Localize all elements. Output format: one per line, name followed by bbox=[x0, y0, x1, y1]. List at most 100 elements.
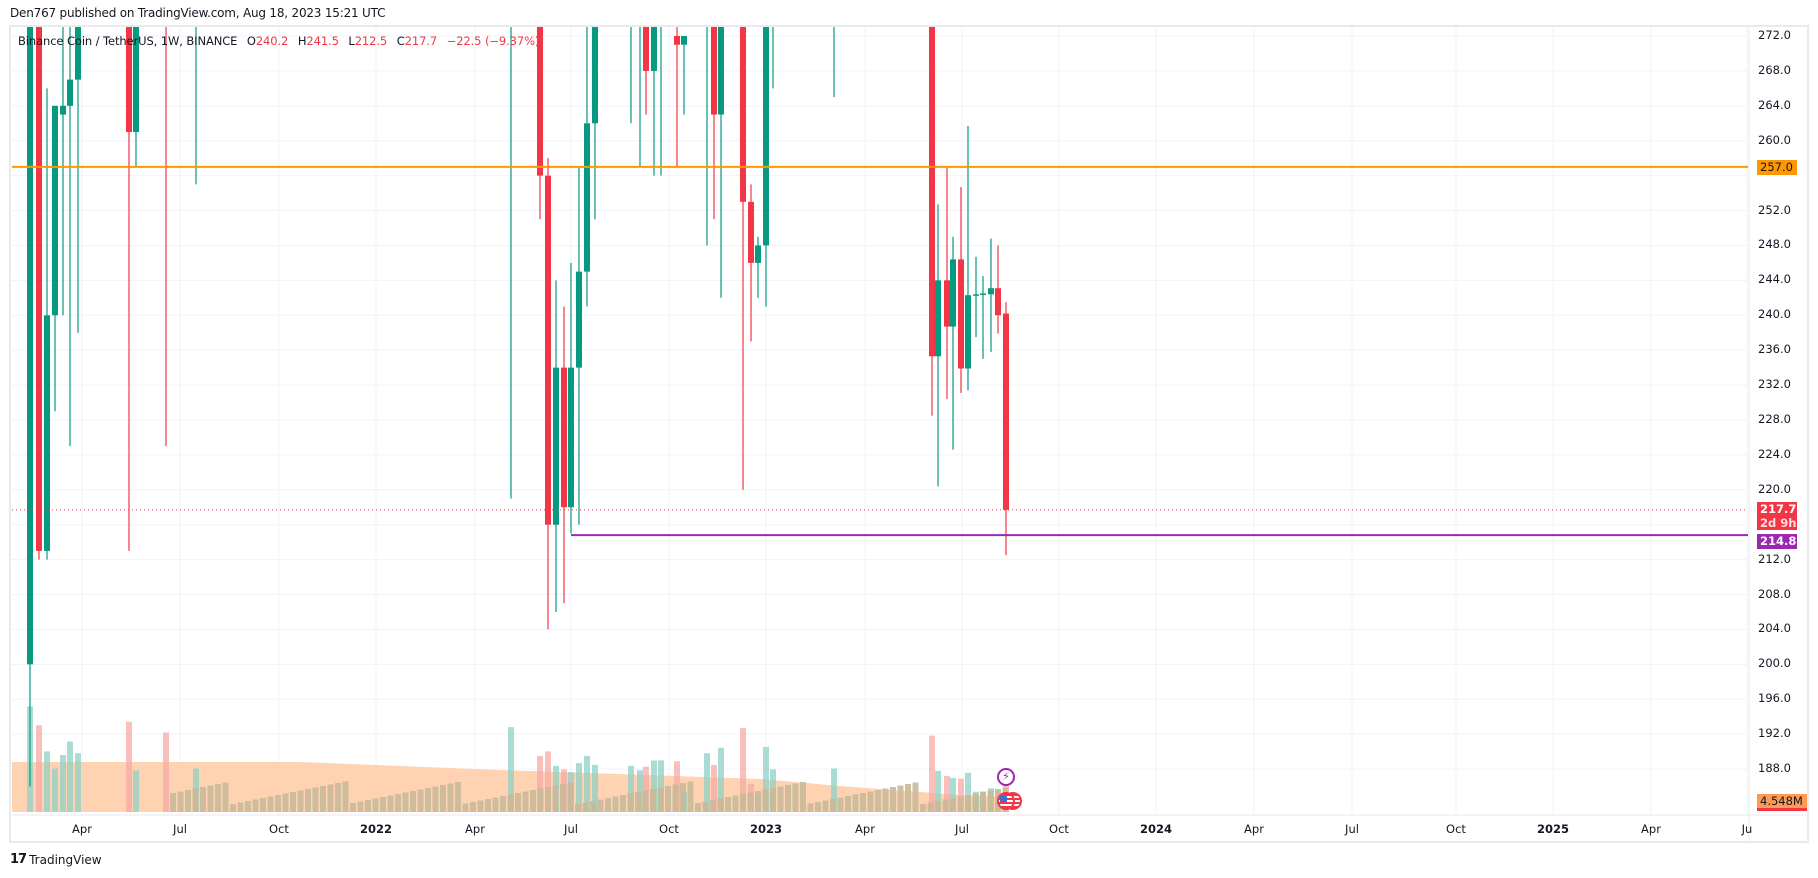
time-tick-label: 2023 bbox=[749, 822, 783, 836]
time-tick-label: Oct bbox=[1446, 822, 1466, 836]
volume-bar bbox=[582, 802, 589, 812]
volume-bar bbox=[845, 796, 851, 812]
volume-bar bbox=[560, 784, 566, 812]
volume-bar bbox=[432, 786, 439, 812]
volume-bar bbox=[612, 796, 619, 812]
candle-body bbox=[576, 271, 582, 368]
candle-body bbox=[935, 280, 941, 357]
candle-body bbox=[718, 27, 724, 115]
volume-bar bbox=[777, 786, 784, 812]
volume-bar bbox=[312, 787, 319, 812]
us-flag-event-icon[interactable] bbox=[997, 792, 1015, 810]
volume-bar bbox=[792, 783, 799, 812]
volume-bar bbox=[52, 768, 58, 812]
last-price-tag: 217.7 2d 9h bbox=[1757, 502, 1797, 530]
candle-body bbox=[950, 259, 956, 327]
volume-bar bbox=[740, 728, 746, 812]
volume-bar bbox=[500, 796, 506, 812]
lightning-event-icon[interactable]: ⚡ bbox=[997, 768, 1015, 786]
volume-bar bbox=[637, 770, 643, 812]
volume-bar bbox=[651, 760, 657, 812]
publisher-line: Den767 published on TradingView.com, Aug… bbox=[10, 6, 386, 20]
volume-bar bbox=[402, 792, 409, 812]
volume-bar bbox=[950, 778, 956, 812]
volume-bar bbox=[711, 764, 717, 812]
volume-bar bbox=[417, 789, 424, 812]
price-tick-label: 204.0 bbox=[1758, 621, 1791, 636]
plot-area bbox=[12, 27, 1748, 812]
candle-body bbox=[980, 293, 986, 295]
last-price-value: 217.7 bbox=[1760, 502, 1797, 516]
volume-bar bbox=[552, 785, 559, 812]
time-tick-label: Oct bbox=[1049, 822, 1069, 836]
tradingview-logo-text: TradingView bbox=[29, 852, 102, 867]
volume-bar bbox=[75, 753, 81, 812]
candle-body bbox=[748, 201, 754, 263]
volume-bar bbox=[545, 787, 551, 812]
volume-bar bbox=[522, 791, 529, 812]
price-tick-label: 272.0 bbox=[1758, 28, 1791, 42]
time-tick-label: Jul bbox=[955, 822, 969, 836]
candle-body bbox=[133, 27, 139, 132]
volume-bar bbox=[440, 785, 446, 812]
candle-body bbox=[763, 27, 769, 246]
volume-bar bbox=[342, 781, 349, 812]
volume-bar bbox=[605, 798, 611, 812]
volume-bar bbox=[822, 800, 829, 812]
volume-bar bbox=[290, 792, 296, 812]
volume-bar bbox=[815, 802, 821, 812]
price-tick-label: 188.0 bbox=[1758, 761, 1791, 776]
change-value: −22.5 (−9.37%) bbox=[446, 34, 540, 48]
volume-bar bbox=[222, 782, 229, 812]
price-tick-label: 200.0 bbox=[1758, 656, 1791, 671]
candle-body bbox=[643, 27, 649, 71]
time-tick-label: 2025 bbox=[1536, 822, 1570, 836]
candle-body bbox=[584, 123, 590, 272]
volume-bar bbox=[462, 803, 469, 812]
price-tick-label: 248.0 bbox=[1758, 237, 1791, 252]
tradingview-logo[interactable]: 17 TradingView bbox=[10, 852, 102, 867]
volume-bar bbox=[163, 732, 169, 812]
volume-bar bbox=[830, 799, 836, 812]
time-tick-label: Jul bbox=[173, 822, 187, 836]
low-value: 212.5 bbox=[354, 34, 388, 48]
volume-bar bbox=[687, 781, 694, 812]
time-tick-label: Jul bbox=[564, 822, 578, 836]
candle-body bbox=[75, 27, 81, 80]
volume-bar bbox=[207, 785, 214, 812]
chart-frame[interactable] bbox=[9, 25, 1809, 843]
volume-bar bbox=[920, 804, 926, 812]
volume-bar bbox=[717, 798, 724, 812]
candle-body bbox=[52, 105, 58, 316]
symbol-name[interactable]: Binance Coin / TetherUS, 1W, BINANCE bbox=[18, 34, 238, 48]
volume-bar bbox=[957, 796, 964, 812]
volume-bar bbox=[965, 795, 971, 812]
candle-body bbox=[545, 175, 551, 525]
volume-bar bbox=[710, 800, 716, 812]
volume-bar bbox=[905, 784, 911, 812]
volume-bar bbox=[537, 755, 543, 812]
volume-bar bbox=[133, 770, 139, 812]
volume-bar bbox=[230, 804, 236, 812]
price-tick-label: 224.0 bbox=[1758, 446, 1791, 461]
volume-bar bbox=[942, 799, 949, 812]
candle-body bbox=[60, 105, 66, 115]
volume-bar bbox=[650, 789, 656, 812]
volume-bar bbox=[470, 802, 476, 812]
volume-bar bbox=[200, 787, 206, 812]
bar-countdown: 2d 9h bbox=[1760, 516, 1797, 530]
volume-bar bbox=[980, 792, 986, 812]
volume-bar bbox=[680, 783, 686, 812]
candle-body bbox=[126, 27, 132, 132]
volume-bar bbox=[732, 795, 739, 812]
volume-bar bbox=[297, 790, 304, 812]
volume-bar bbox=[590, 801, 596, 812]
candle-body bbox=[958, 259, 964, 369]
volume-bar bbox=[657, 787, 664, 812]
time-tick-label: Jul bbox=[1345, 822, 1359, 836]
volume-bar bbox=[958, 778, 964, 812]
candle-body bbox=[674, 36, 680, 45]
volume-bar bbox=[215, 784, 221, 812]
volume-bar bbox=[44, 751, 50, 812]
